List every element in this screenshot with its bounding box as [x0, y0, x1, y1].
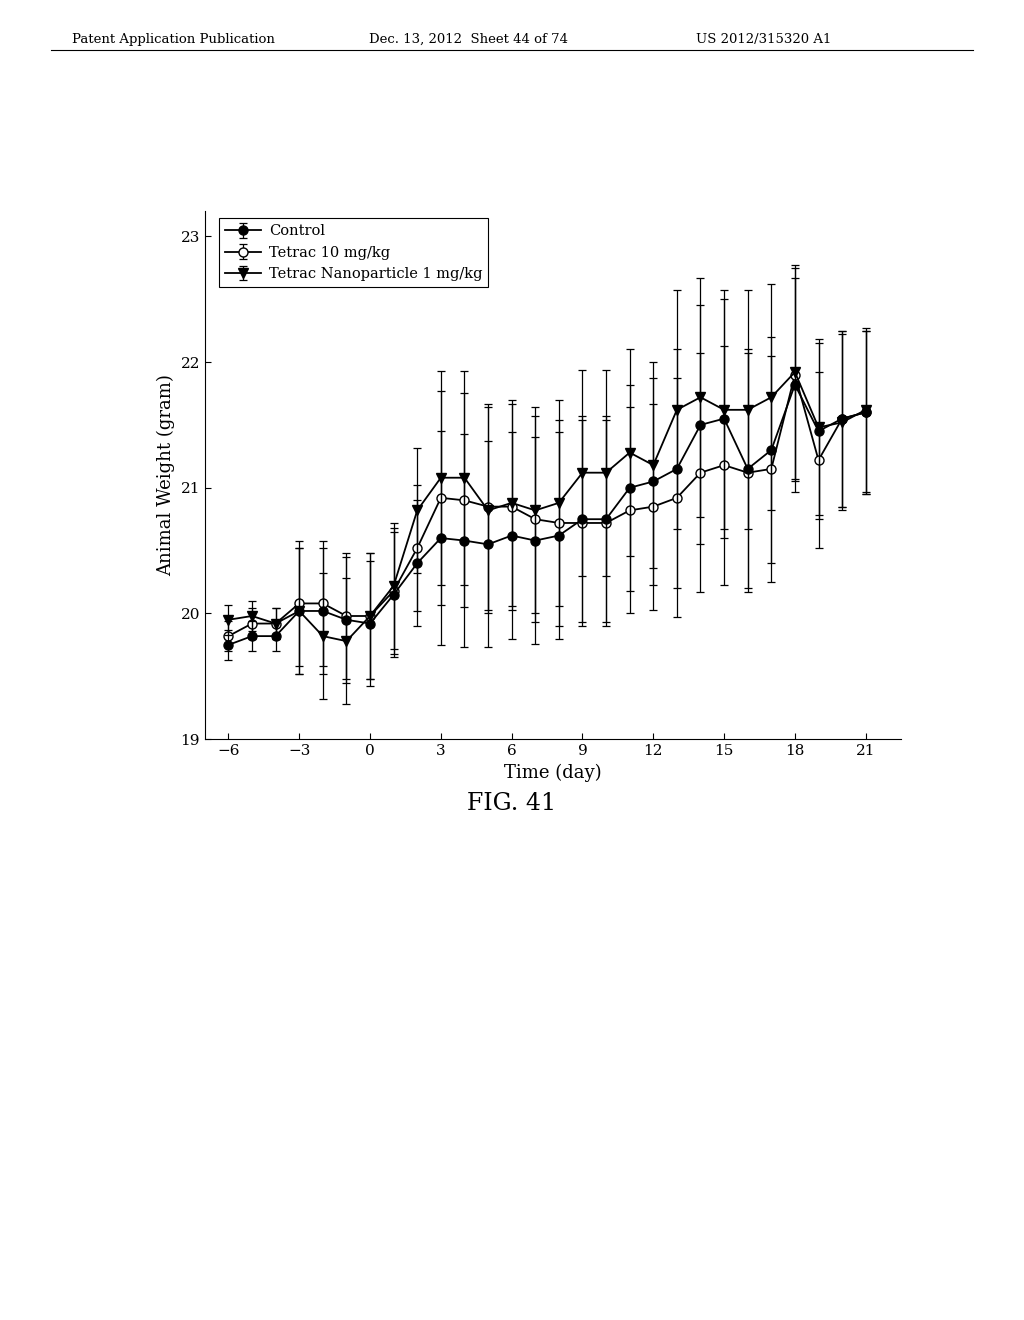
Text: FIG. 41: FIG. 41: [467, 792, 557, 814]
Text: US 2012/315320 A1: US 2012/315320 A1: [696, 33, 831, 46]
Y-axis label: Animal Weight (gram): Animal Weight (gram): [157, 375, 175, 576]
Text: Dec. 13, 2012  Sheet 44 of 74: Dec. 13, 2012 Sheet 44 of 74: [369, 33, 567, 46]
X-axis label: Time (day): Time (day): [504, 763, 602, 781]
Legend: Control, Tetrac 10 mg/kg, Tetrac Nanoparticle 1 mg/kg: Control, Tetrac 10 mg/kg, Tetrac Nanopar…: [219, 219, 488, 286]
Text: Patent Application Publication: Patent Application Publication: [72, 33, 274, 46]
